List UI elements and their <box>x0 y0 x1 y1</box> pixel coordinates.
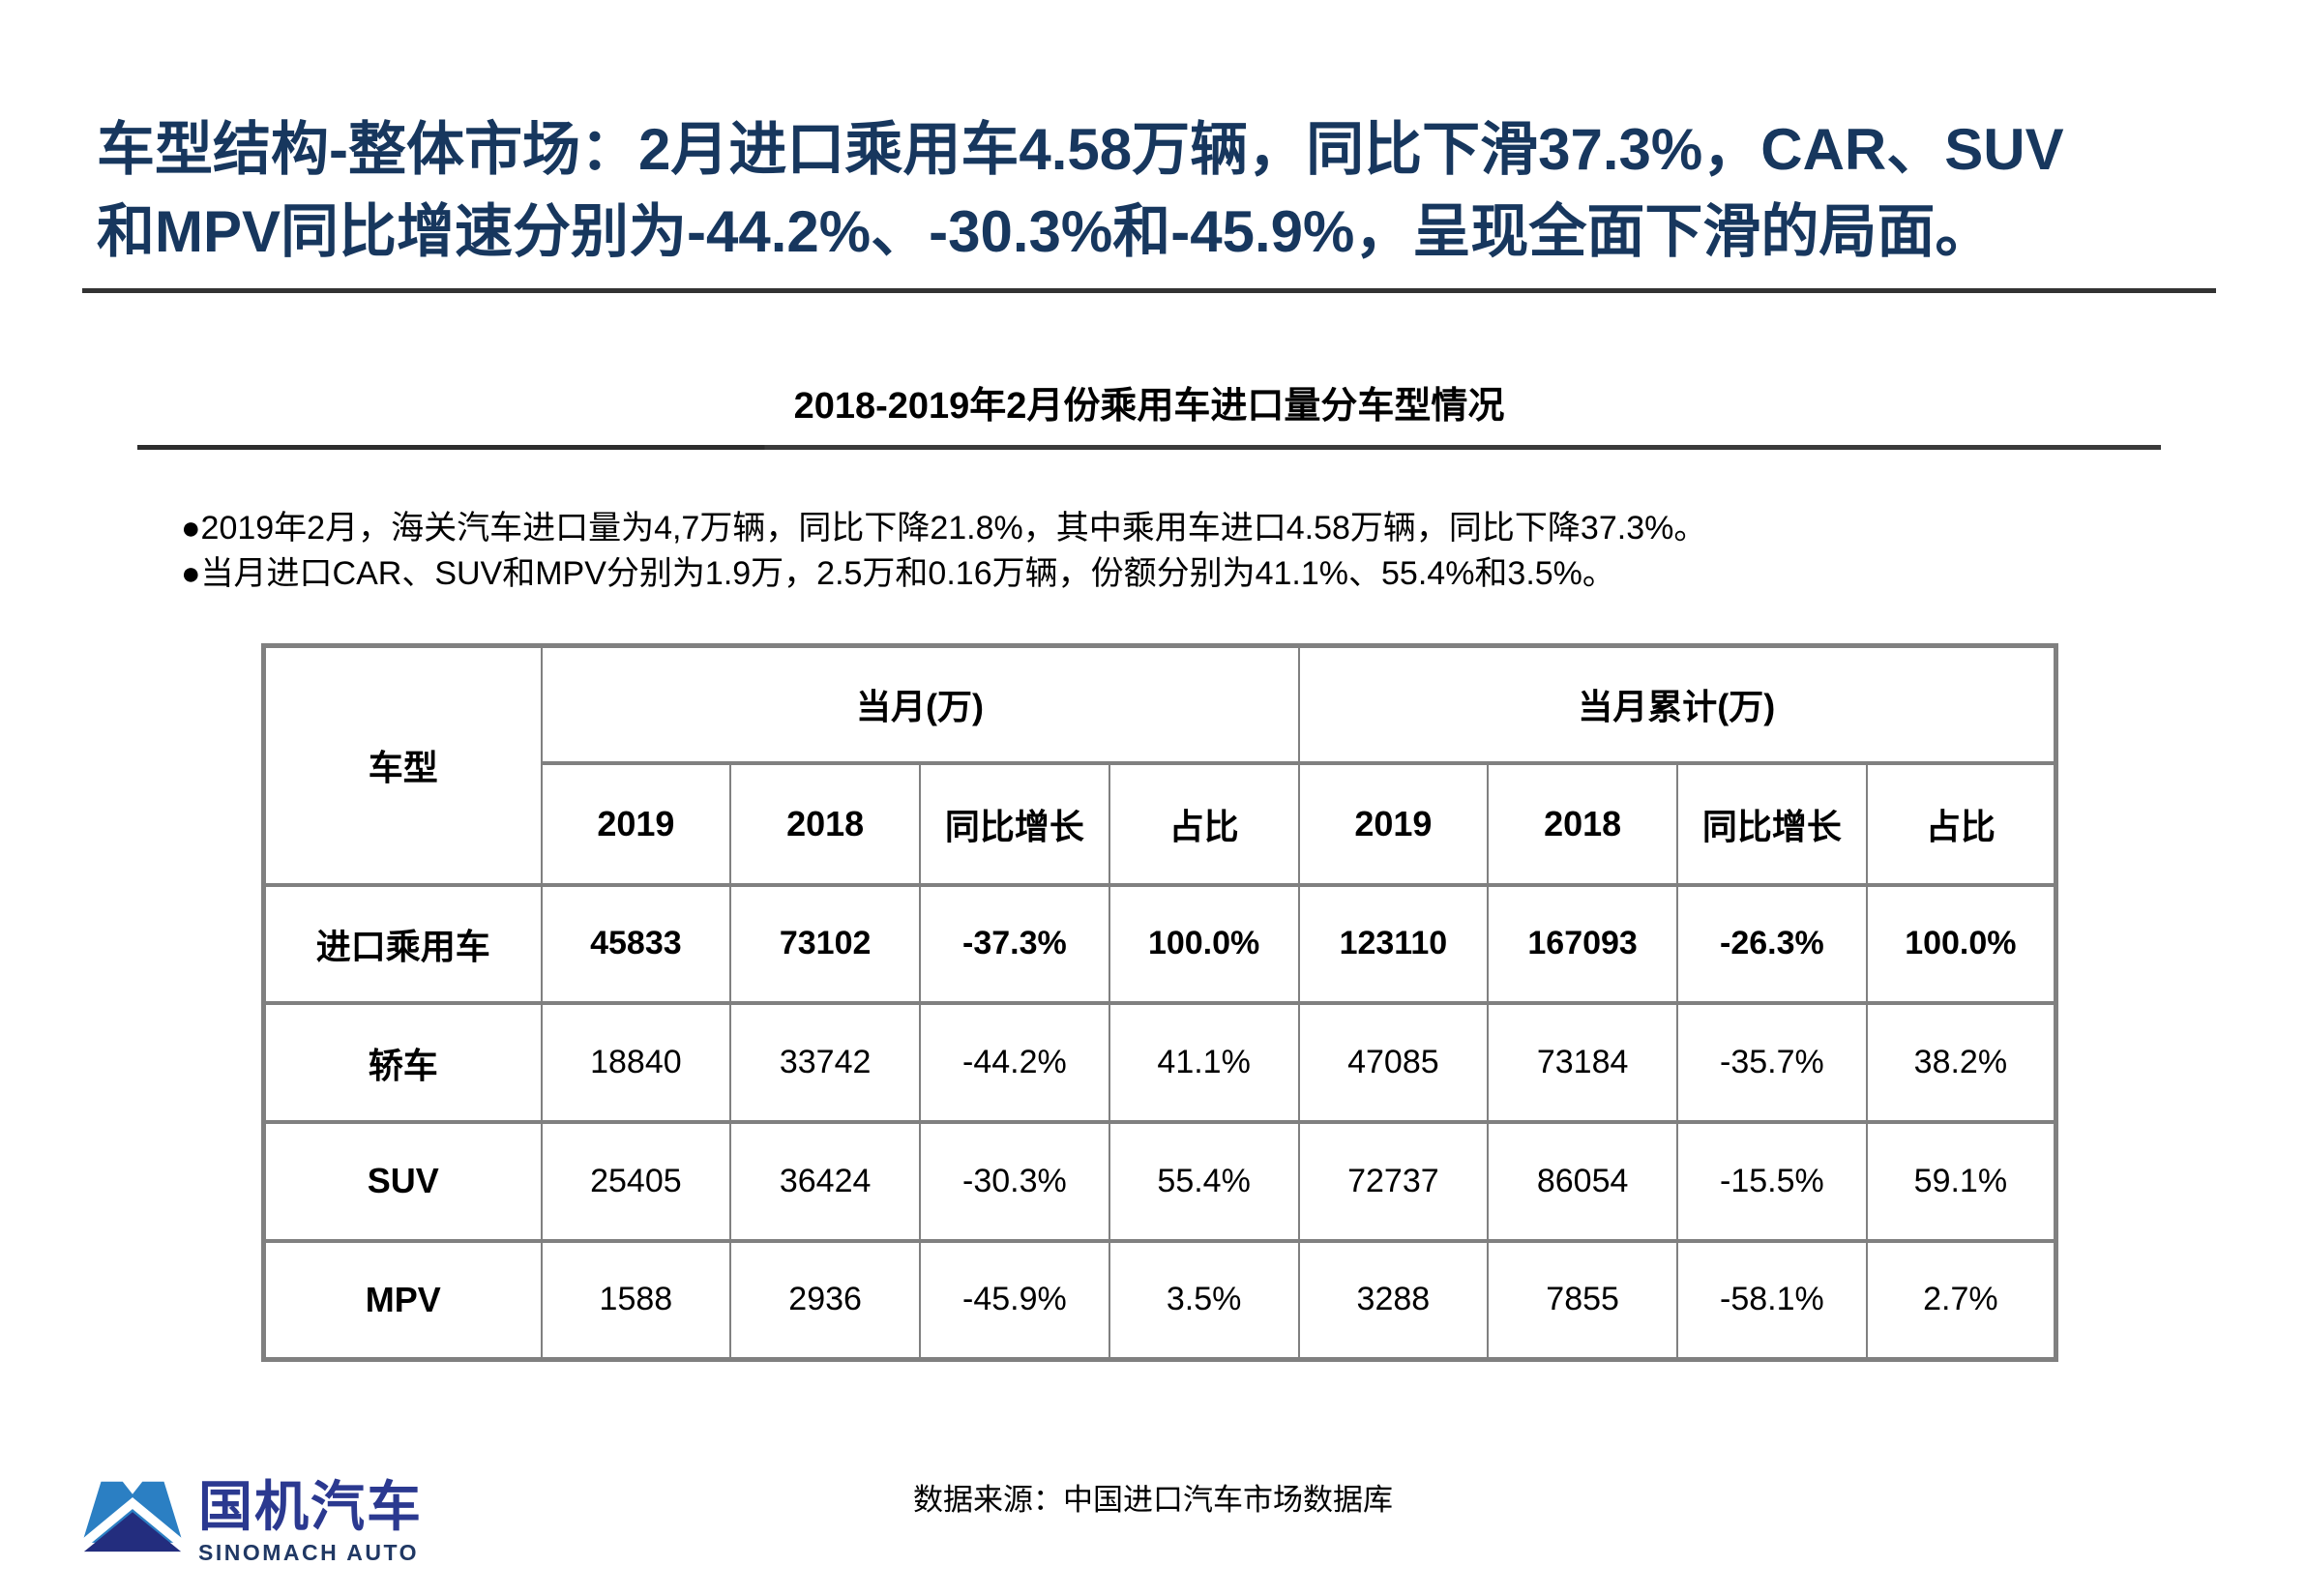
table-cell: -35.7% <box>1676 1001 1868 1124</box>
bullet-item: ●当月进口CAR、SUV和MPV分别为1.9万，2.5万和0.16万辆，份额分别… <box>181 555 1615 592</box>
column-header-2018: 2018 <box>1487 760 1678 887</box>
table-cell: 3288 <box>1297 1238 1490 1362</box>
table-cell: 47085 <box>1297 1001 1490 1124</box>
import-volume-table: 车型 当月(万) 当月累计(万) 2019 2018 同比增长 占比 2019 2018 同… <box>261 643 2058 1362</box>
table-sub-header-row: 2019 2018 同比增长 占比 2019 2018 同比增长 占比 <box>264 760 2057 887</box>
table-cell: 1588 <box>540 1238 732 1362</box>
table-group-header-row: 车型 当月(万) 当月累计(万) <box>262 643 2057 887</box>
table-cell: 72737 <box>1297 1120 1490 1243</box>
table-cell: 2.7% <box>1865 1238 2057 1362</box>
table-cell: 7855 <box>1487 1238 1678 1362</box>
column-header-share: 占比 <box>1865 760 2057 887</box>
table-cell: -37.3% <box>919 882 1110 1006</box>
table-cell: -30.3% <box>919 1120 1110 1243</box>
table-cell: 59.1% <box>1865 1120 2057 1243</box>
row-label: 轿车 <box>262 1001 543 1124</box>
table-row: 进口乘用车 45833 73102 -37.3% 100.0% 123110 167093-… <box>262 882 2057 1006</box>
logo-en-text: SINOMACH AUTO <box>198 1540 419 1565</box>
table-cell: -58.1% <box>1676 1238 1868 1362</box>
column-header-2019: 2019 <box>540 760 732 887</box>
table-cell: 100.0% <box>1865 882 2057 1006</box>
table-row: MPV 1588 2936 -45.9% 3.5% 3288 7855 -58.1% 2.7% <box>262 1238 2057 1362</box>
table-cell: 18840 <box>540 1001 732 1124</box>
table-cell: 3.5% <box>1108 1238 1300 1362</box>
logo-text: 国机汽车 SINOMACH AUTO <box>198 1478 423 1567</box>
table-cell: 41.1% <box>1108 1001 1300 1124</box>
column-header-vehicle-type: 车型 <box>262 643 543 887</box>
table-cell: 2936 <box>729 1238 921 1362</box>
bullet-list: ●2019年2月，海关汽车进口量为4,7万辆，同比下降21.8%，其中乘用车进口… <box>181 506 2164 597</box>
column-header-share: 占比 <box>1108 760 1300 887</box>
table-cell: 123110 <box>1297 882 1490 1006</box>
bullet-item: ●2019年2月，海关汽车进口量为4,7万辆，同比下降21.8%，其中乘用车进口… <box>181 510 1707 547</box>
row-label: MPV <box>262 1238 543 1362</box>
table-cell: 36424 <box>729 1120 921 1243</box>
column-header-yoy-growth: 同比增长 <box>1676 760 1868 887</box>
table-cell: 25405 <box>540 1120 732 1243</box>
table-cell: 73184 <box>1487 1001 1678 1124</box>
column-header-yoy-growth: 同比增长 <box>919 760 1110 887</box>
column-header-2019: 2019 <box>1297 760 1490 887</box>
table-row: 轿车 18840 33742 -44.2% 41.1% 47085 73184 -35.7% 3… <box>262 1001 2057 1124</box>
page-title: 车型结构-整体市场：2月进口乘用车4.58万辆，同比下滑37.3%，CAR、SU… <box>97 108 2225 273</box>
table-cell: 86054 <box>1487 1120 1678 1243</box>
title-divider <box>82 288 2216 293</box>
table-title: 2018-2019年2月份乘用车进口量分车型情况 <box>793 386 1505 427</box>
table-cell: 38.2% <box>1865 1001 2057 1124</box>
table-cell: -15.5% <box>1676 1120 1868 1243</box>
table-cell: -44.2% <box>919 1001 1110 1124</box>
column-group-cumulative: 当月累计(万) <box>1297 643 2057 765</box>
logo-cn-text: 国机汽车 <box>198 1476 423 1537</box>
sinomach-logo-icon <box>82 1481 183 1552</box>
data-source: 数据来源：中国进口汽车市场数据库 <box>913 1483 1393 1517</box>
table-cell: -45.9% <box>919 1238 1110 1362</box>
row-label: SUV <box>262 1120 543 1243</box>
table-cell: 73102 <box>729 882 921 1006</box>
page-title-line1: 车型结构-整体市场：2月进口乘用车4.58万辆，同比下滑37.3%，CAR、SU… <box>97 117 2064 182</box>
subtitle-divider <box>137 445 2161 450</box>
table-cell: 167093 <box>1487 882 1678 1006</box>
table-cell: 33742 <box>729 1001 921 1124</box>
column-header-2018: 2018 <box>729 760 921 887</box>
table-cell: 100.0% <box>1108 882 1300 1006</box>
row-label: 进口乘用车 <box>262 882 543 1006</box>
table-row: SUV 25405 36424 -30.3% 55.4% 72737 86054 -15.5%… <box>262 1120 2057 1243</box>
column-group-current-month: 当月(万) <box>540 643 1300 765</box>
table-cell: -26.3% <box>1676 882 1868 1006</box>
table-cell: 55.4% <box>1108 1120 1300 1243</box>
page-title-line2: 和MPV同比增速分别为-44.2%、-30.3%和-45.9%，呈现全面下滑的局… <box>97 199 1994 264</box>
table-cell: 45833 <box>540 882 732 1006</box>
logo: 国机汽车 SINOMACH AUTO <box>82 1478 423 1567</box>
